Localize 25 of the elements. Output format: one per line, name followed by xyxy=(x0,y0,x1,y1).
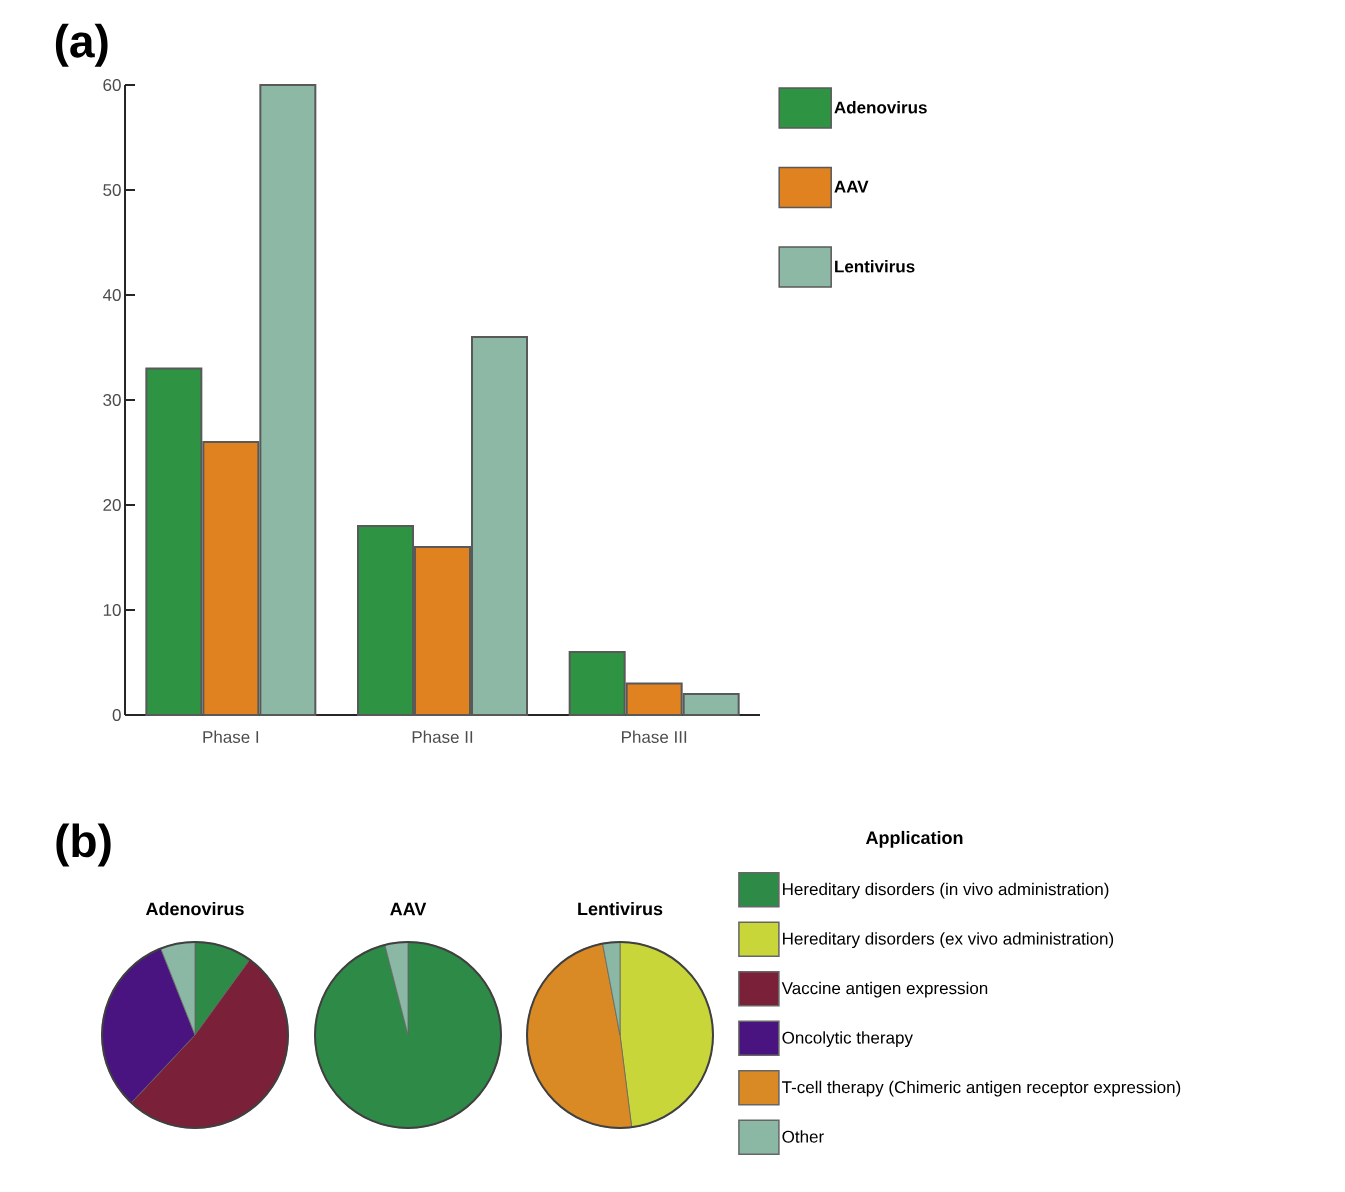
legend-label: Vaccine antigen expression xyxy=(781,981,988,998)
legend-label: AAV xyxy=(834,180,869,193)
chart-title: AAV xyxy=(390,902,427,916)
legend-label: Other xyxy=(782,1130,824,1143)
y-tick-label: 40 xyxy=(102,288,121,302)
text: Lentivirus xyxy=(578,902,663,916)
legend-title: Application xyxy=(865,830,963,848)
y-tick-label: 30 xyxy=(103,393,121,407)
y-tick-label: 0 xyxy=(112,708,121,722)
legend-label: Hereditary disorders (ex vivo administration) xyxy=(783,932,1114,949)
legend-label: Oncolytic therapy xyxy=(782,1031,913,1048)
y-tick-label: 10 xyxy=(103,603,121,617)
x-tick-label: Phase III xyxy=(622,730,687,744)
legend-label: Lentivirus xyxy=(835,260,915,273)
x-tick-label: Phase II xyxy=(412,730,473,744)
legend-label: Hereditary disorders (in vivo administration) xyxy=(783,882,1109,899)
legend-label: Adenovirus xyxy=(834,101,927,114)
legend-label: T-cell therapy (Chimeric antigen receptor expression) xyxy=(782,1080,1181,1097)
y-tick-label: 60 xyxy=(103,78,121,92)
y-tick-label: 20 xyxy=(103,498,121,512)
x-tick-label: Phase I xyxy=(203,730,259,744)
text: (a) xyxy=(55,23,108,67)
y-tick-label: 50 xyxy=(103,183,121,197)
chart-title: Adenovirus xyxy=(145,902,244,916)
text: (b) xyxy=(56,823,111,867)
